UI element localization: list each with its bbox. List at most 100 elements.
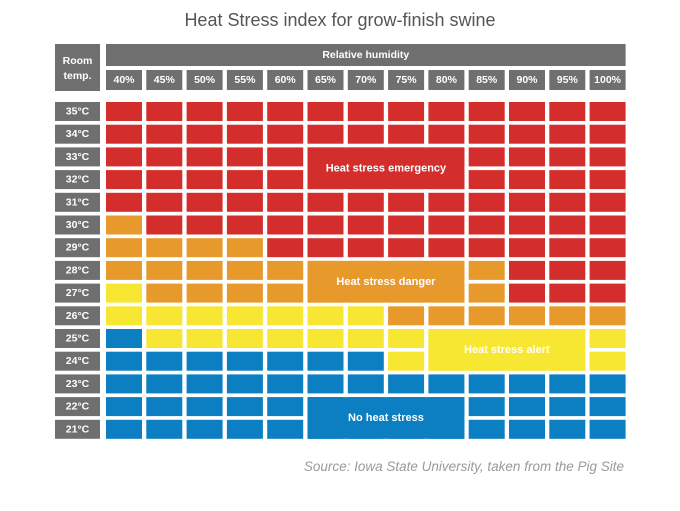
- heat-cell: [146, 419, 183, 439]
- heat-cell: [186, 192, 223, 212]
- chart-title: Heat Stress index for grow-finish swine: [184, 10, 496, 30]
- row-tick-label: 30°C: [66, 219, 90, 231]
- heat-cell: [106, 329, 142, 348]
- heat-cell: [106, 170, 142, 190]
- heat-cell: [589, 283, 626, 303]
- column-tick-label: 80%: [436, 74, 458, 86]
- heat-cell: [589, 374, 626, 394]
- row-label-box: [55, 283, 100, 303]
- heat-cell: [186, 329, 223, 348]
- heat-cell: [347, 124, 384, 144]
- heat-cell: [509, 238, 545, 258]
- heat-cell: [267, 374, 304, 394]
- heat-cell: [226, 283, 263, 303]
- column-tick-label: 50%: [194, 74, 216, 86]
- heat-cell: [106, 306, 142, 326]
- heat-cell: [347, 306, 384, 326]
- heat-cell: [146, 124, 183, 144]
- heat-cell: [468, 124, 505, 144]
- heat-cell: [468, 147, 505, 167]
- heat-cell: [146, 351, 183, 371]
- heat-cell: [549, 170, 586, 190]
- column-tick-label: 70%: [355, 74, 377, 86]
- heat-cell: [509, 283, 545, 303]
- row-tick-label: 34°C: [66, 128, 90, 140]
- heat-cell: [388, 238, 425, 258]
- heat-cell: [146, 192, 183, 212]
- heat-cell: [549, 192, 586, 212]
- heat-cell: [106, 397, 142, 417]
- zone-alert-area: [428, 329, 586, 371]
- heat-cell: [589, 260, 626, 280]
- row-label-box: [55, 192, 100, 212]
- heat-cell: [307, 351, 344, 371]
- column-label-box: [509, 70, 545, 90]
- heat-cell: [589, 238, 626, 258]
- heat-cell: [589, 351, 626, 371]
- column-tick-label: 55%: [234, 74, 256, 86]
- heat-cell: [226, 147, 263, 167]
- heat-cell: [226, 192, 263, 212]
- heat-cell: [226, 238, 263, 258]
- heat-cell: [186, 147, 223, 167]
- heat-cell: [226, 215, 263, 235]
- heat-cell: [549, 102, 586, 121]
- heat-cell: [509, 260, 545, 280]
- heat-cell: [186, 397, 223, 417]
- zone-emergency-area: [307, 147, 465, 190]
- column-label-box: [468, 70, 505, 90]
- zone-danger-area: [307, 260, 465, 303]
- row-tick-label: 33°C: [66, 151, 90, 163]
- heat-cell: [106, 215, 142, 235]
- heat-cell: [106, 102, 142, 121]
- row-tick-label: 28°C: [66, 264, 90, 276]
- heat-cell: [226, 170, 263, 190]
- column-header-bar: [106, 44, 626, 66]
- row-label-box: [55, 419, 100, 439]
- heat-cell: [186, 124, 223, 144]
- column-tick-label: 45%: [154, 74, 176, 86]
- heat-cell: [226, 260, 263, 280]
- heat-cell: [589, 306, 626, 326]
- row-label-box: [55, 374, 100, 394]
- row-label-box: [55, 102, 100, 121]
- heat-cell: [589, 192, 626, 212]
- heat-cell: [468, 260, 505, 280]
- heat-cell: [347, 329, 384, 348]
- row-label-box: [55, 170, 100, 190]
- heat-cell: [509, 102, 545, 121]
- heat-cell: [388, 124, 425, 144]
- row-tick-label: 22°C: [66, 401, 90, 413]
- heat-cell: [307, 124, 344, 144]
- heat-cell: [146, 283, 183, 303]
- heat-cell: [549, 260, 586, 280]
- heat-cell: [186, 374, 223, 394]
- heat-cell: [146, 260, 183, 280]
- heat-cell: [347, 351, 384, 371]
- heat-cell: [549, 215, 586, 235]
- zone-no-stress-label: No heat stress: [348, 412, 424, 424]
- heat-cell: [549, 238, 586, 258]
- heat-cell: [146, 170, 183, 190]
- heat-cell: [226, 124, 263, 144]
- heat-cell: [146, 147, 183, 167]
- heat-cell: [509, 397, 545, 417]
- zone-alert-label: Heat stress alert: [464, 344, 550, 356]
- heat-cell: [388, 351, 425, 371]
- column-tick-label: 90%: [516, 74, 538, 86]
- row-tick-label: 23°C: [66, 378, 90, 390]
- heat-cell: [589, 397, 626, 417]
- heat-cell: [186, 238, 223, 258]
- row-tick-label: 31°C: [66, 196, 90, 208]
- row-tick-label: 35°C: [66, 106, 90, 118]
- heat-cell: [267, 329, 304, 348]
- heat-cell: [146, 397, 183, 417]
- heat-cell: [106, 238, 142, 258]
- heat-cell: [226, 419, 263, 439]
- heat-cell: [549, 124, 586, 144]
- heat-cell: [226, 397, 263, 417]
- heat-cell: [428, 192, 465, 212]
- column-label-box: [307, 70, 344, 90]
- heat-cell: [226, 374, 263, 394]
